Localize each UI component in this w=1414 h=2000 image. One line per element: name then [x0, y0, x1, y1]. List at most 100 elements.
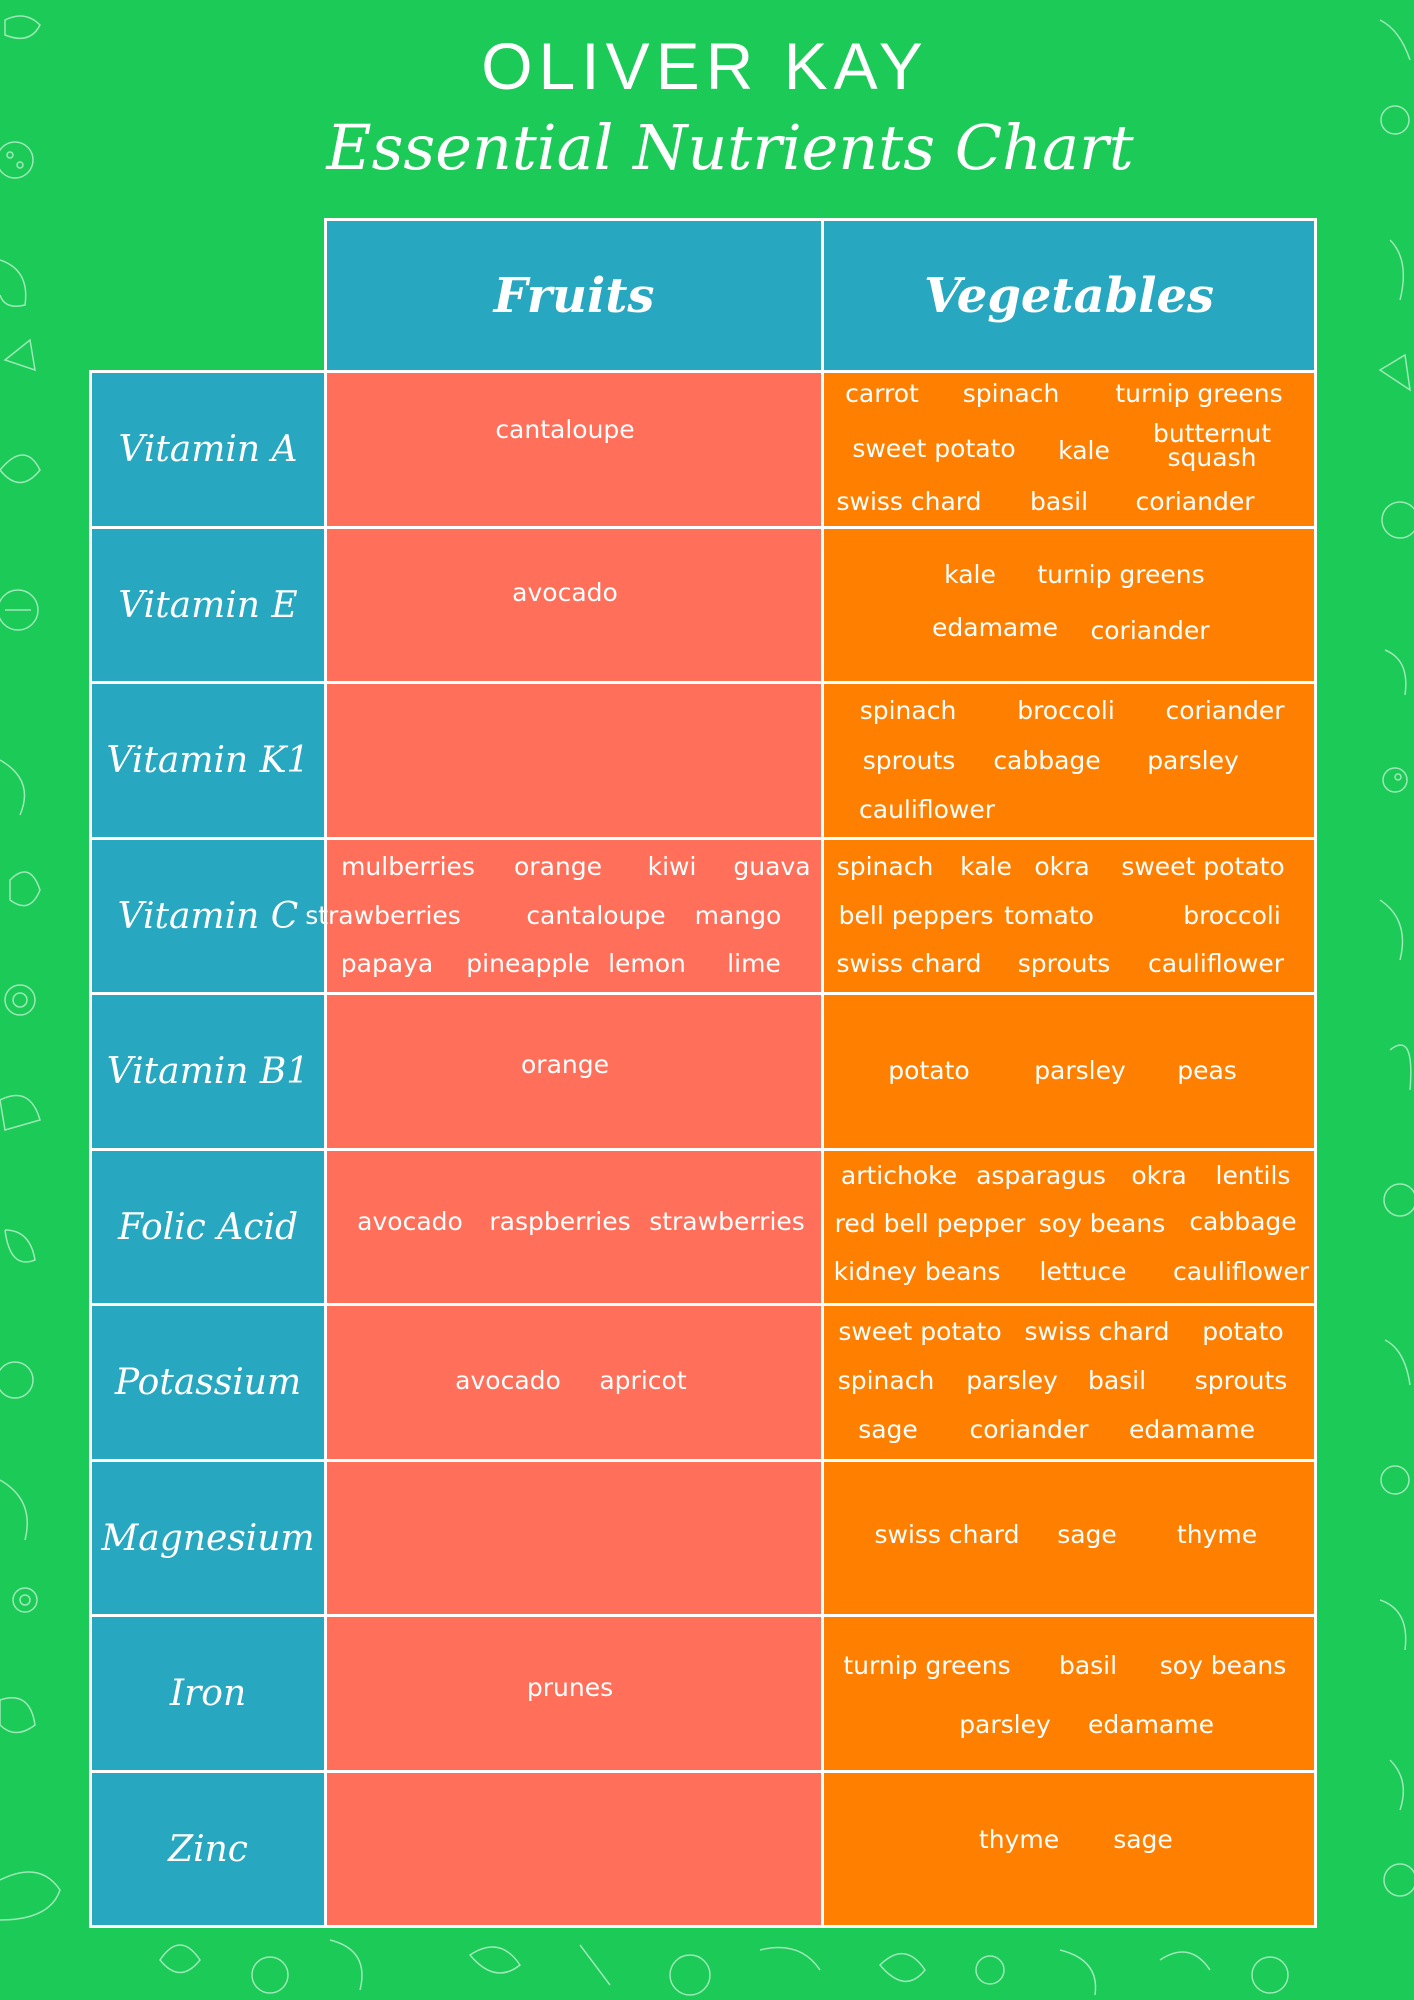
- fruit-item: strawberries: [649, 1207, 805, 1236]
- vegetable-item: kale: [944, 560, 996, 589]
- vegetable-item: basil: [1029, 487, 1089, 516]
- vegetables-cell: [821, 837, 1317, 995]
- vegetable-item: turnip greens: [843, 1651, 1011, 1680]
- vegetable-item: swiss chard: [874, 1520, 1020, 1549]
- vegetable-item: edamame: [1088, 1710, 1214, 1739]
- fruit-item: avocado: [455, 1366, 561, 1395]
- vegetable-item: spinach: [962, 379, 1060, 408]
- vegetable-item: artichoke: [840, 1161, 958, 1190]
- vegetable-item: kidney beans: [833, 1257, 1001, 1286]
- nutrient-label: Zinc: [89, 1770, 327, 1928]
- fruit-item: orange: [521, 1050, 609, 1079]
- vegetable-item: swiss chard: [836, 949, 982, 978]
- fruit-item: lemon: [608, 949, 686, 978]
- fruit-item: avocado: [357, 1207, 463, 1236]
- fruit-item: raspberries: [489, 1207, 631, 1236]
- vegetable-item: thyme: [978, 1825, 1060, 1854]
- brand-logo: OLIVER KAY: [0, 30, 1414, 102]
- vegetable-item: turnip greens: [1037, 560, 1205, 589]
- fruits-cell: [324, 526, 824, 684]
- vegetable-item: okra: [1131, 1161, 1187, 1190]
- fruit-item: papaya: [340, 949, 434, 978]
- vegetable-item: sage: [1113, 1825, 1173, 1854]
- fruit-item: mango: [694, 901, 782, 930]
- fruit-item: kiwi: [647, 852, 697, 881]
- brand-text: OLIVER KAY: [481, 29, 929, 103]
- fruit-item: apricot: [599, 1366, 687, 1395]
- vegetables-cell: [821, 1770, 1317, 1928]
- fruits-cell: [324, 1459, 824, 1617]
- vegetable-item: peas: [1177, 1056, 1237, 1085]
- vegetable-item: sprouts: [1194, 1366, 1288, 1395]
- vegetable-item: basil: [1087, 1366, 1147, 1395]
- vegetable-item: kale: [960, 852, 1012, 881]
- vegetable-item: parsley: [959, 1710, 1051, 1739]
- fruit-item: strawberries: [305, 901, 461, 930]
- fruits-cell: [324, 1614, 824, 1773]
- vegetable-item: spinach: [837, 1366, 935, 1395]
- vegetable-item: broccoli: [1183, 901, 1281, 930]
- nutrient-label: Vitamin A: [89, 370, 327, 529]
- column-header-vegetables: Vegetables: [821, 218, 1317, 373]
- vegetable-item: swiss chard: [1024, 1317, 1170, 1346]
- vegetable-item: parsley: [966, 1366, 1058, 1395]
- vegetable-item: basil: [1058, 1651, 1118, 1680]
- fruits-cell: [324, 681, 824, 840]
- fruits-cell: [324, 837, 824, 995]
- vegetable-item: turnip greens: [1115, 379, 1283, 408]
- fruit-item: cantaloupe: [526, 901, 666, 930]
- vegetable-item: asparagus: [976, 1161, 1106, 1190]
- vegetable-item: sweet potato: [852, 434, 1016, 463]
- vegetable-item: coriander: [1135, 487, 1255, 516]
- vegetable-item: lentils: [1215, 1161, 1291, 1190]
- nutrient-label: Vitamin C: [89, 837, 327, 995]
- vegetable-item: spinach: [836, 852, 934, 881]
- fruit-item: pineapple: [466, 949, 590, 978]
- fruit-item: orange: [514, 852, 602, 881]
- vegetable-item: spinach: [859, 696, 957, 725]
- vegetable-item: sweet potato: [838, 1317, 1002, 1346]
- fruits-cell: [324, 1770, 824, 1928]
- vegetable-item: broccoli: [1017, 696, 1115, 725]
- nutrient-label: Vitamin B1: [89, 992, 327, 1151]
- vegetables-cell: [821, 526, 1317, 684]
- vegetable-item: thyme: [1176, 1520, 1258, 1549]
- fruit-item: avocado: [512, 578, 618, 607]
- vegetable-item: sprouts: [1017, 949, 1111, 978]
- fruit-item: mulberries: [341, 852, 475, 881]
- vegetable-item: coriander: [1090, 616, 1210, 645]
- vegetable-item: parsley: [1034, 1056, 1126, 1085]
- vegetables-cell: [821, 681, 1317, 840]
- vegetable-item: coriander: [1165, 696, 1285, 725]
- fruit-item: lime: [727, 949, 781, 978]
- fruits-cell: [324, 370, 824, 529]
- vegetable-item: lettuce: [1039, 1257, 1127, 1286]
- vegetable-item: parsley: [1147, 746, 1239, 775]
- fruit-item: cantaloupe: [495, 415, 635, 444]
- vegetable-item: soy beans: [1159, 1651, 1287, 1680]
- vegetable-item: sage: [858, 1415, 918, 1444]
- vegetable-item: potato: [888, 1056, 970, 1085]
- vegetable-item: okra: [1034, 852, 1090, 881]
- vegetables-cell: [821, 1614, 1317, 1773]
- nutrient-label: Potassium: [89, 1303, 327, 1462]
- nutrient-label: Magnesium: [89, 1459, 327, 1617]
- vegetables-cell: [821, 1303, 1317, 1462]
- vegetable-item: swiss chard: [836, 487, 982, 516]
- nutrient-label: Vitamin E: [89, 526, 327, 684]
- vegetable-item: soy beans: [1038, 1209, 1166, 1238]
- vegetable-item: sweet potato: [1121, 852, 1285, 881]
- vegetable-item: butternut squash: [1152, 419, 1272, 472]
- fruit-item: guava: [733, 852, 811, 881]
- vegetable-item: kale: [1058, 436, 1110, 465]
- vegetable-item: bell peppers: [838, 901, 994, 930]
- vegetable-item: carrot: [845, 379, 919, 408]
- vegetable-item: potato: [1202, 1317, 1284, 1346]
- vegetable-item: cabbage: [1189, 1207, 1297, 1236]
- vegetable-item: cabbage: [993, 746, 1101, 775]
- column-header-fruits: Fruits: [324, 218, 824, 373]
- nutrient-label: Vitamin K1: [89, 681, 327, 840]
- vegetable-item: sprouts: [862, 746, 956, 775]
- vegetable-item: cauliflower: [1173, 1257, 1309, 1286]
- page-title: Essential Nutrients Chart: [326, 111, 1134, 184]
